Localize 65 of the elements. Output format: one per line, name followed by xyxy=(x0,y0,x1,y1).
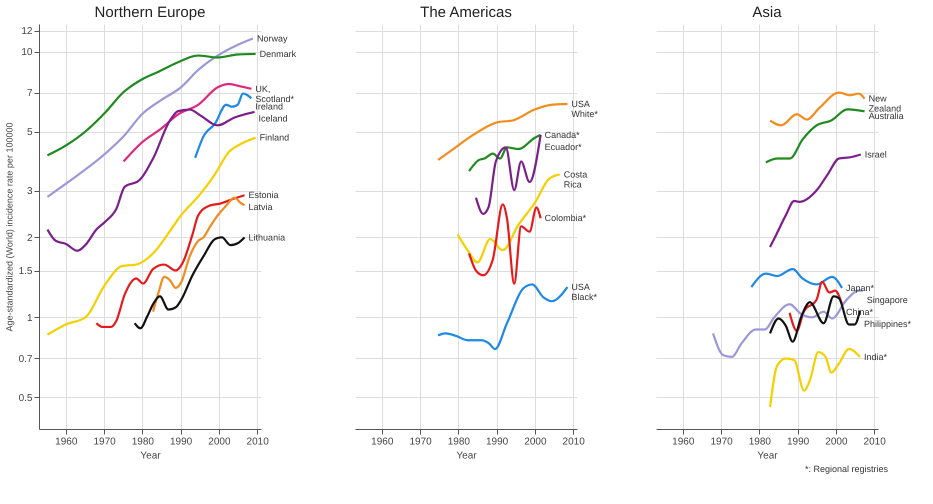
series-label: Australia xyxy=(868,111,904,122)
x-tick-label: 1960 xyxy=(672,436,695,448)
x-tick-label: 2000 xyxy=(208,436,231,448)
line-series xyxy=(152,196,246,313)
series-label: USA Black* xyxy=(571,282,598,302)
series-label: Estonia xyxy=(248,190,279,200)
y-axis-title: Age-standardized (World) incidence rate per 100000 xyxy=(4,122,15,332)
line-series xyxy=(95,194,246,328)
x-tick-label: 1990 xyxy=(170,436,193,448)
y-tick-label: 12 xyxy=(21,26,33,38)
series-label: Finland xyxy=(260,132,290,143)
y-tick-label: 0.7 xyxy=(18,354,33,365)
series-label: Japan* xyxy=(846,282,875,293)
x-tick-label: 1980 xyxy=(132,436,154,448)
chart-title: Northern Europe xyxy=(94,4,206,21)
series-label: Singapore xyxy=(866,294,908,305)
x-tick-label: 2000 xyxy=(825,436,848,448)
x-tick-label: 1990 xyxy=(786,436,810,448)
y-tick-label: 1 xyxy=(26,312,33,324)
series-label: India* xyxy=(864,352,888,362)
series-label: Denmark xyxy=(260,48,297,59)
series-label: Ecuador* xyxy=(544,142,582,152)
chart-title: The Americas xyxy=(420,4,512,21)
x-tick-label: 1980 xyxy=(748,436,772,448)
x-axis-title: Year xyxy=(757,450,778,462)
series-label: Costa Rica xyxy=(564,169,588,190)
x-tick-label: 1970 xyxy=(710,436,734,448)
line-series xyxy=(122,82,253,163)
x-axis-title: Year xyxy=(456,450,478,462)
line-series xyxy=(134,236,246,330)
series-label: Philippines* xyxy=(864,318,912,329)
text: *: Regional registries xyxy=(804,464,888,474)
x-tick-label: 1970 xyxy=(409,436,432,448)
line-series xyxy=(46,52,257,156)
x-tick-label: 1960 xyxy=(371,436,394,448)
series-label: Canada* xyxy=(544,130,580,140)
x-tick-label: 2010 xyxy=(246,436,270,448)
chart-title: Asia xyxy=(752,4,782,21)
series-label: Colombia* xyxy=(544,213,587,224)
y-tick-label: 1.5 xyxy=(18,266,33,278)
series-label: Iceland xyxy=(258,113,288,124)
series-label: New Zealand xyxy=(868,94,902,114)
y-tick-label: 3 xyxy=(26,186,33,198)
y-tick-label: 5 xyxy=(26,127,33,138)
series-label: Norway xyxy=(256,34,288,44)
y-tick-label: 0.5 xyxy=(18,392,33,404)
x-tick-label: 1970 xyxy=(93,436,116,448)
series-label: Israel xyxy=(864,149,887,160)
x-tick-label: 1980 xyxy=(448,436,470,448)
series-label: UK, Scotland* xyxy=(255,84,294,104)
x-tick-label: 1990 xyxy=(486,436,509,448)
x-tick-label: 2000 xyxy=(524,436,547,448)
series-label: Latvia xyxy=(248,202,273,212)
line-series xyxy=(194,92,253,160)
series-label: USA White* xyxy=(571,98,598,119)
y-tick-label: 10 xyxy=(21,47,33,58)
series-label: Ireland xyxy=(255,101,283,112)
x-tick-label: 2010 xyxy=(562,436,586,448)
series-label: Lithuania xyxy=(248,232,286,242)
x-axis-title: Year xyxy=(140,450,162,462)
y-tick-label: 7 xyxy=(26,88,33,100)
y-tick-label: 2 xyxy=(26,232,33,244)
series-label: China* xyxy=(846,306,874,317)
x-tick-label: 2010 xyxy=(864,436,886,448)
x-tick-label: 1960 xyxy=(55,436,78,448)
